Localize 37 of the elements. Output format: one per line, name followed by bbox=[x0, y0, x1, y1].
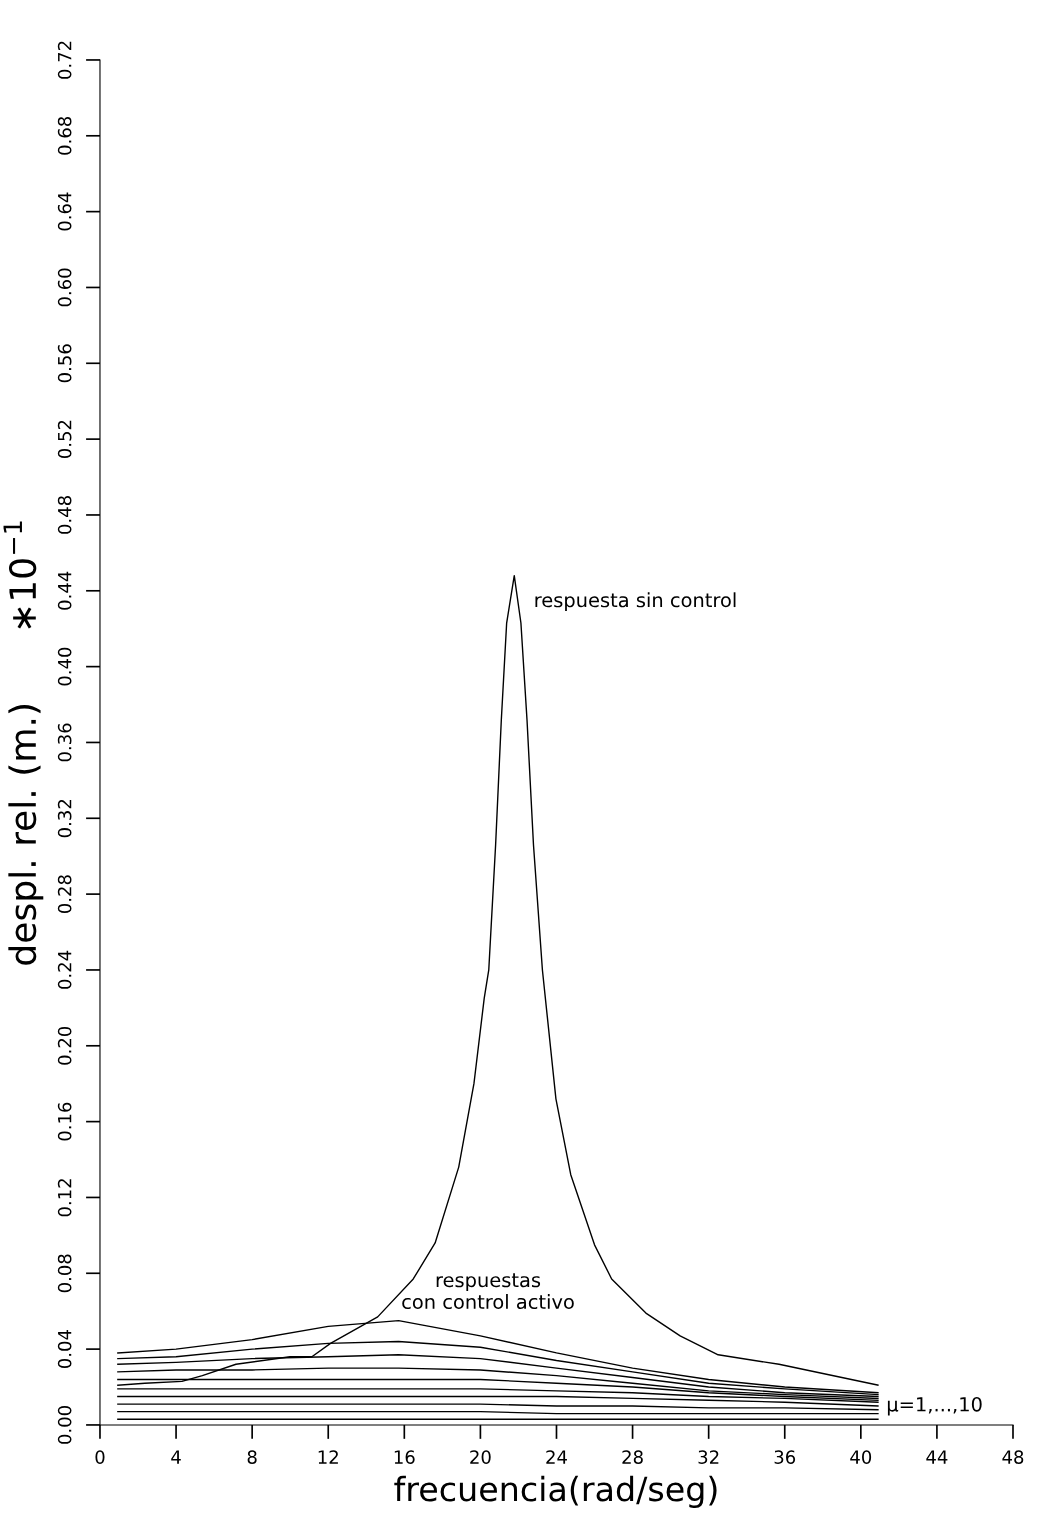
x-tick-label: 12 bbox=[318, 1450, 338, 1464]
y-tick-label: 0.12 bbox=[57, 1179, 72, 1217]
x-tick-label: 4 bbox=[171, 1450, 181, 1464]
y-tick-label: 0.56 bbox=[57, 344, 72, 383]
x-tick-label: 48 bbox=[1002, 1450, 1024, 1464]
x-tick-label: 20 bbox=[470, 1450, 491, 1464]
y-tick-label: 0.68 bbox=[57, 116, 72, 155]
y-tick-label: 0.48 bbox=[57, 496, 72, 534]
x-tick-label: 32 bbox=[698, 1450, 719, 1464]
y-tick-label: 0.20 bbox=[57, 1026, 72, 1065]
y-tick-label: 0.32 bbox=[57, 799, 72, 838]
x-tick-label: 44 bbox=[926, 1450, 948, 1464]
y-tick-label: 0.44 bbox=[57, 571, 72, 610]
y-tick-label: 0.40 bbox=[57, 647, 72, 686]
x-tick-label: 0 bbox=[95, 1450, 105, 1464]
y-tick-label: 0.00 bbox=[57, 1406, 72, 1444]
y-tick-label: 0.36 bbox=[57, 723, 72, 762]
annotation: μ=1,...,10 bbox=[887, 1396, 982, 1416]
x-tick-label: 28 bbox=[622, 1450, 643, 1464]
y-axis-title: despl. rel. (m.) ∗10$^{−1}$ bbox=[3, 521, 44, 965]
y-tick-label: 0.60 bbox=[57, 268, 72, 307]
y-tick-label: 0.24 bbox=[57, 950, 72, 989]
x-tick-label: 16 bbox=[394, 1450, 415, 1464]
x-tick-label: 40 bbox=[850, 1450, 872, 1464]
y-tick-label: 0.28 bbox=[57, 875, 72, 914]
annotation: respuesta sin control bbox=[535, 592, 736, 612]
y-tick-label: 0.72 bbox=[57, 41, 72, 79]
annotation: respuestas con control activo bbox=[402, 1273, 574, 1310]
y-tick-label: 0.08 bbox=[57, 1254, 72, 1293]
y-tick-label: 0.04 bbox=[57, 1330, 72, 1369]
y-tick-label: 0.16 bbox=[57, 1102, 72, 1141]
x-axis-title: frecuencia(rad/seg) bbox=[394, 1475, 717, 1509]
y-tick-label: 0.64 bbox=[57, 192, 72, 231]
x-tick-label: 36 bbox=[774, 1450, 796, 1464]
x-tick-label: 24 bbox=[546, 1450, 567, 1464]
x-tick-label: 8 bbox=[247, 1450, 257, 1464]
y-tick-label: 0.52 bbox=[57, 420, 72, 459]
